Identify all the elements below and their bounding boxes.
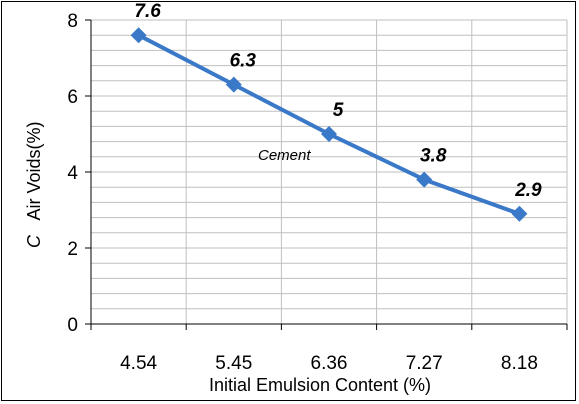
x-tick-label: 8.18 xyxy=(501,353,538,374)
data-label: 2.9 xyxy=(514,180,542,201)
data-label: 7.6 xyxy=(134,1,161,22)
y-tick-label: 0 xyxy=(67,315,78,336)
data-label: 5 xyxy=(333,100,344,121)
y-tick-label: 4 xyxy=(67,163,78,184)
y-axis-title-prefix: C xyxy=(24,234,44,248)
data-point-marker xyxy=(225,76,242,93)
data-label: 3.8 xyxy=(420,146,447,167)
x-tick-label: 4.54 xyxy=(120,353,157,374)
x-tick-labels: 4.54 5.45 6.36 7.27 8.18 xyxy=(120,353,538,374)
data-point-marker xyxy=(416,171,433,188)
x-tick-label: 6.36 xyxy=(311,353,348,374)
annotation-cement: Cement xyxy=(258,147,311,164)
y-tick-label: 2 xyxy=(67,239,78,260)
y-axis-title: Air Voids(%) xyxy=(24,121,44,220)
data-markers xyxy=(130,27,528,222)
gridlines xyxy=(91,19,568,324)
y-tick-label: 8 xyxy=(67,11,78,32)
x-tick-label: 5.45 xyxy=(215,353,252,374)
data-label: 6.3 xyxy=(230,51,257,72)
data-point-marker xyxy=(321,126,337,142)
y-tick-label: 6 xyxy=(67,87,78,108)
axes xyxy=(85,19,568,330)
x-axis-title: Initial Emulsion Content (%) xyxy=(209,375,431,395)
data-point-marker xyxy=(511,205,528,222)
x-tick-label: 7.27 xyxy=(406,353,443,374)
data-labels: 7.6 6.3 5 3.8 2.9 xyxy=(134,1,542,201)
data-point-marker xyxy=(130,27,147,44)
y-tick-labels: 0 2 4 6 8 xyxy=(67,11,78,336)
